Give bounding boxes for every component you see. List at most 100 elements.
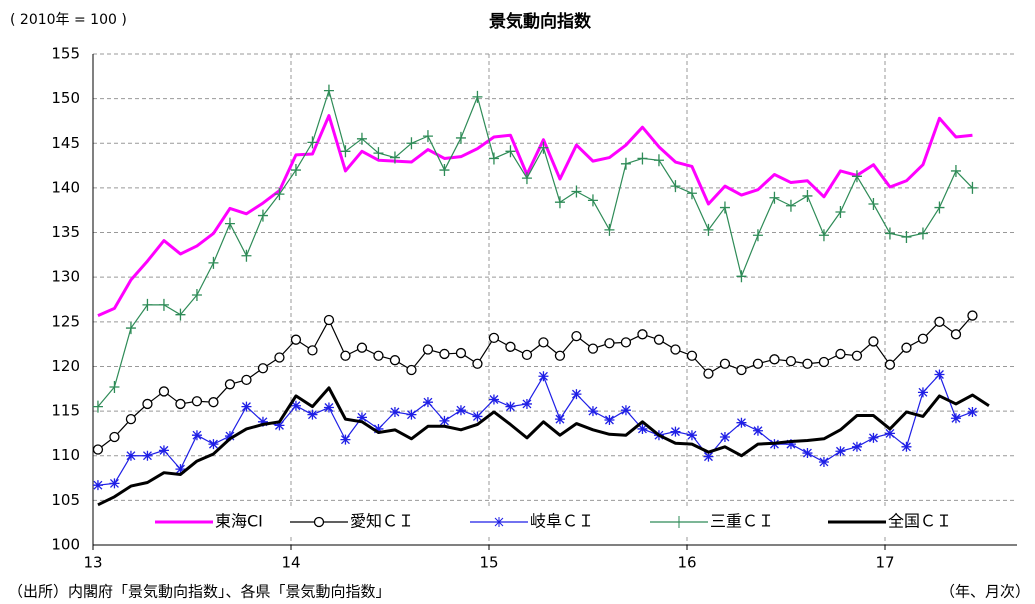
point — [950, 164, 961, 177]
point — [950, 329, 962, 340]
unit-label: ( 2010年 = 100 ) — [10, 12, 127, 28]
point — [868, 336, 879, 347]
point — [752, 358, 764, 369]
legend-label: 岐阜ＣＩ — [530, 512, 594, 531]
y-tick-label: 100 — [51, 536, 80, 554]
legend-label: 三重ＣＩ — [710, 512, 774, 531]
point — [422, 130, 433, 143]
point — [851, 170, 862, 183]
point — [406, 364, 417, 376]
point — [109, 431, 120, 443]
point — [323, 84, 334, 97]
point — [290, 164, 301, 177]
point — [835, 206, 846, 219]
point — [323, 314, 335, 326]
x-tick-label: 16 — [677, 554, 696, 572]
point — [604, 415, 615, 426]
point — [307, 345, 318, 356]
point — [670, 426, 681, 437]
chart-title: 景気動向指数 — [489, 11, 592, 32]
point — [92, 400, 103, 413]
point — [241, 249, 252, 262]
point — [208, 256, 219, 269]
point — [92, 444, 104, 455]
point — [769, 191, 780, 204]
point — [620, 337, 632, 348]
point — [505, 145, 516, 158]
y-tick-label: 105 — [51, 491, 80, 509]
point — [571, 330, 582, 342]
point — [505, 341, 516, 352]
x-tick-label: 17 — [875, 554, 894, 572]
point — [472, 411, 483, 422]
point — [125, 450, 136, 461]
legend-label: 全国ＣＩ — [888, 512, 952, 531]
point — [455, 405, 466, 416]
point — [340, 350, 351, 361]
point — [637, 423, 648, 434]
point — [191, 396, 203, 407]
point — [901, 441, 912, 452]
point — [785, 199, 796, 212]
y-tick-label: 145 — [51, 134, 80, 152]
point — [175, 464, 186, 475]
point — [901, 342, 912, 353]
point — [422, 397, 433, 408]
y-tick-label: 130 — [51, 268, 80, 286]
point — [538, 371, 549, 382]
point — [406, 137, 417, 150]
point — [785, 355, 797, 367]
y-tick-label: 115 — [51, 402, 80, 420]
point — [538, 141, 549, 154]
y-tick-label: 125 — [51, 312, 80, 330]
point — [158, 445, 169, 456]
y-tick-label: 120 — [51, 357, 80, 375]
point — [257, 363, 269, 374]
point — [752, 425, 763, 436]
series-line — [97, 373, 973, 486]
legend-marker — [494, 517, 504, 527]
point — [967, 181, 978, 194]
point — [373, 350, 384, 361]
point — [620, 157, 631, 170]
point — [802, 448, 813, 459]
point — [917, 333, 929, 344]
point — [802, 358, 813, 369]
point — [571, 185, 582, 198]
series-line — [97, 90, 973, 408]
point — [818, 229, 829, 242]
point — [307, 409, 318, 420]
point — [224, 379, 236, 390]
point — [538, 337, 549, 348]
point — [455, 347, 467, 359]
y-tick-label: 140 — [51, 178, 80, 196]
point — [241, 374, 252, 385]
point — [950, 413, 961, 424]
point — [488, 394, 499, 405]
point — [752, 229, 763, 242]
point — [637, 152, 648, 165]
series-line — [97, 386, 990, 507]
point — [835, 446, 846, 457]
point — [835, 348, 846, 360]
point — [175, 308, 186, 321]
point — [389, 151, 400, 164]
point — [686, 430, 697, 441]
point — [884, 227, 895, 240]
series-line — [97, 114, 973, 317]
x-tick-label: 13 — [83, 554, 102, 572]
point — [274, 188, 285, 201]
point — [587, 194, 598, 207]
point — [769, 354, 780, 365]
point — [142, 450, 153, 461]
x-unit: （年、月次） — [940, 583, 1030, 601]
point — [884, 359, 896, 370]
point — [389, 355, 401, 366]
point — [241, 401, 252, 412]
point — [587, 343, 599, 354]
point — [703, 451, 714, 462]
point — [373, 147, 384, 160]
point — [158, 298, 169, 311]
point — [554, 414, 565, 425]
legend-label: 愛知ＣＩ — [350, 512, 414, 531]
